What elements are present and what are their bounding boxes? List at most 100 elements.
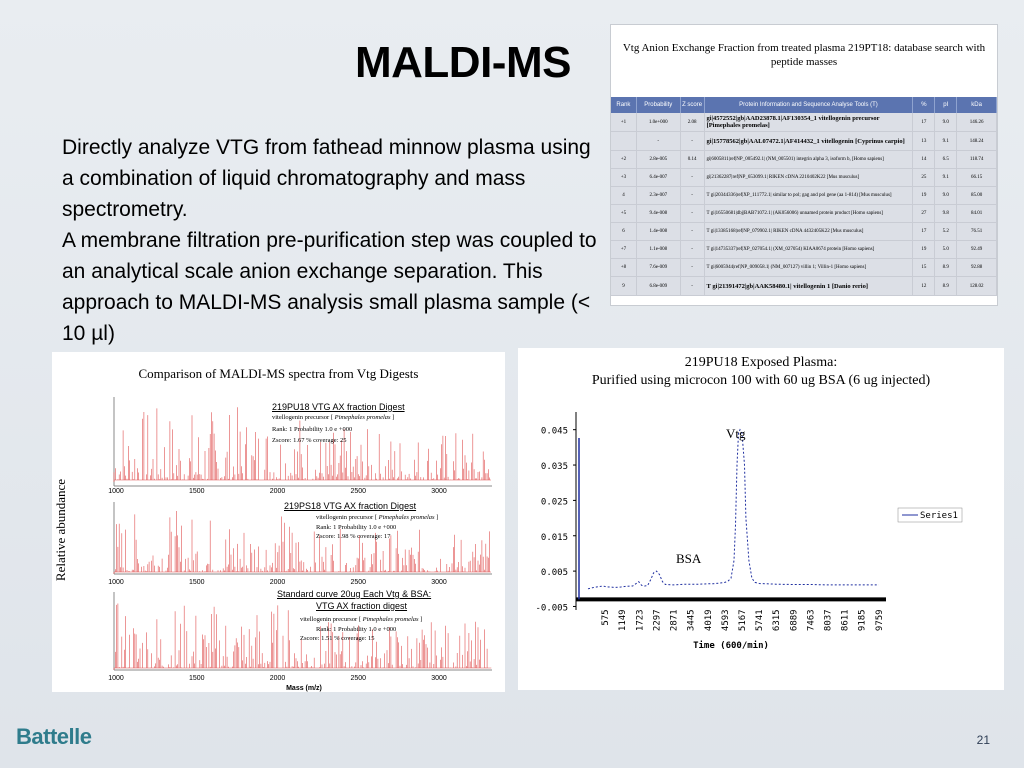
table-cell-rank: +5 <box>611 205 637 222</box>
spectrum-trace-1 <box>113 407 491 482</box>
table-header-cell[interactable]: kDa <box>957 97 998 113</box>
x-tick-label: 2871 <box>670 609 680 631</box>
panel3-line3: Zscore: 1.51 % coverage: 15 <box>300 635 375 642</box>
table-header-cell[interactable]: Protein Information and Sequence Analyse… <box>705 97 914 113</box>
table-cell-z: - <box>681 169 705 186</box>
y-tick-label: -0.005 <box>535 603 568 613</box>
table-cell-pct: 14 <box>913 151 936 168</box>
panel3-heading: Standard curve 20ug Each Vtg & BSA: <box>277 589 432 599</box>
x-tick-label: 9759 <box>875 609 885 631</box>
chromatogram-panel: 219PU18 Exposed Plasma: Purified using m… <box>518 348 1004 690</box>
x-tick-label: 6889 <box>789 609 799 631</box>
paragraph-1: Directly analyze VTG from fathead minnow… <box>62 136 591 221</box>
panel1-heading: 219PU18 VTG AX fraction Digest <box>272 402 405 412</box>
table-cell-kda: 92.88 <box>957 259 997 276</box>
panel2-line3: Zscore: 1.98 % coverage: 17 <box>316 533 391 540</box>
spectrum-tick-label: 1000 <box>108 675 124 682</box>
table-cell-protein[interactable]: gi|15778562|gb|AAL07472.1|AF414432_1 vit… <box>705 132 914 150</box>
table-cell-kda: 148.24 <box>957 132 997 150</box>
panel2-line1: vitellogenin precursor [ Pimephales prom… <box>316 514 439 521</box>
spectrum-tick-label: 1000 <box>108 579 124 586</box>
table-cell-protein[interactable]: T gi|14735337|ref|XP_027054.1| (XM_02705… <box>705 241 914 258</box>
table-cell-kda: 146.26 <box>957 113 997 131</box>
table-cell-z: - <box>681 187 705 204</box>
table-cell-pi: 5.2 <box>935 223 958 240</box>
table-header-cell[interactable]: % <box>913 97 936 113</box>
x-tick-label: 8611 <box>841 609 851 631</box>
table-cell-kda: 66.15 <box>957 169 997 186</box>
table-row: - - gi|15778562|gb|AAL07472.1|AF414432_1 v… <box>611 132 997 151</box>
paragraph-2: A membrane filtration pre-purification s… <box>62 229 597 345</box>
spectra-title: Comparison of MALDI-MS spectra from Vtg … <box>138 366 419 381</box>
spectrum-tick-label: 3000 <box>431 488 447 495</box>
table-cell-prob: 2.8e-005 <box>637 151 681 168</box>
chart-subtitle: Purified using microcon 100 with 60 ug B… <box>591 373 931 388</box>
bsa-annotation: BSA <box>676 551 702 566</box>
spectra-panel: Comparison of MALDI-MS spectra from Vtg … <box>52 352 505 692</box>
table-header-cell[interactable]: pI <box>935 97 958 113</box>
table-cell-pi: 9.0 <box>935 113 958 131</box>
table-cell-protein[interactable]: T gi|13385168|ref|NP_079902.1| RIKEN cDN… <box>705 223 914 240</box>
table-cell-protein[interactable]: T gi|20344336|ref|XP_111772.1| similar t… <box>705 187 914 204</box>
spectrum-tick-label: 2500 <box>350 488 366 495</box>
table-cell-z: - <box>681 277 705 295</box>
table-cell-z: - <box>681 205 705 222</box>
table-header-cell[interactable]: Probability <box>637 97 681 113</box>
vtg-annotation: Vtg <box>726 426 746 441</box>
table-cell-kda: 76.51 <box>957 223 997 240</box>
table-cell-protein[interactable]: T gi|21391472|gb|AAK58480.1| vitellogeni… <box>705 277 914 295</box>
table-cell-prob: 6.4e-007 <box>637 169 681 186</box>
database-search-table: Vtg Anion Exchange Fraction from treated… <box>610 24 998 306</box>
table-row: +8 7.6e-009- T gi|6005944|ref|NP_009058.1|… <box>611 259 997 277</box>
table-cell-protein[interactable]: T gi|6005944|ref|NP_009058.1| (NM_007127… <box>705 259 914 276</box>
table-cell-z: - <box>681 223 705 240</box>
legend-label: Series1 <box>920 511 958 521</box>
table-cell-protein[interactable]: gi|6005811|ref|NP_005492.1| (NM_005501) … <box>705 151 914 168</box>
spectrum-tick-label: 2500 <box>350 579 366 586</box>
y-tick-label: 0.015 <box>541 533 568 543</box>
x-tick-label: 5741 <box>755 609 765 631</box>
table-cell-pi: 9.1 <box>935 169 958 186</box>
table-cell-rank: 9 <box>611 277 637 295</box>
x-tick-label: 575 <box>601 609 611 625</box>
table-cell-kda: 128.02 <box>957 277 997 295</box>
table-cell-prob: 6.8e-009 <box>637 277 681 295</box>
table-cell-pct: 12 <box>913 277 936 295</box>
table-cell-rank: 6 <box>611 223 637 240</box>
table-row: 6 1.4e-008- T gi|13385168|ref|NP_079902.1|… <box>611 223 997 241</box>
x-tick-label: 6315 <box>772 609 782 631</box>
x-tick-label: 1149 <box>618 609 628 631</box>
page-number: 21 <box>976 733 990 747</box>
table-cell-protein[interactable]: T gi|16550681|dbj|BAB71072.1| (AK056006)… <box>705 205 914 222</box>
x-tick-label: 8037 <box>824 609 834 631</box>
table-cell-pi: 8.9 <box>935 277 958 295</box>
table-cell-protein[interactable]: gi|21362287|ref|NP_653099.1| RIKEN cDNA … <box>705 169 914 186</box>
table-row: +7 1.1e-008- T gi|14735337|ref|XP_027054.1… <box>611 241 997 259</box>
table-header-cell[interactable]: Z score <box>681 97 705 113</box>
table-cell-protein[interactable]: gi|4572552|gb|AAD23878.1|AF130354_1 vite… <box>705 113 914 131</box>
table-header-cell[interactable]: Rank <box>611 97 637 113</box>
y-tick-label: 0.005 <box>541 568 568 578</box>
table-cell-z: - <box>681 132 705 150</box>
table-cell-kda: 85.00 <box>957 187 997 204</box>
table-cell-prob: - <box>637 132 681 150</box>
x-tick-label: 1723 <box>635 609 645 631</box>
table-cell-pi: 6.5 <box>935 151 958 168</box>
x-tick-label: 7463 <box>806 609 816 631</box>
table-cell-prob: 7.6e-009 <box>637 259 681 276</box>
chromatogram-title: 219PU18 Exposed Plasma: Purified using m… <box>518 354 1004 390</box>
table-cell-pi: 9.1 <box>935 132 958 150</box>
table-cell-pct: 27 <box>913 205 936 222</box>
x-tick-label: 4593 <box>721 609 731 631</box>
table-cell-z: 2.08 <box>681 113 705 131</box>
table-cell-pct: 15 <box>913 259 936 276</box>
x-axis-label: Time (600/min) <box>693 640 769 651</box>
table-cell-kda: 118.74 <box>957 151 997 168</box>
panel1-line2: Rank: 1 Probability 1.0 e +000 <box>272 426 353 433</box>
slide-body: Directly analyze VTG from fathead minnow… <box>62 132 602 349</box>
table-cell-pct: 19 <box>913 241 936 258</box>
series-line-1 <box>587 428 879 590</box>
panel2-line2: Rank: 1 Probability 1.0 e +000 <box>316 524 397 531</box>
table-caption: Vtg Anion Exchange Fraction from treated… <box>622 42 986 68</box>
table-body: +1 1.0e+000 2.08 gi|4572552|gb|AAD23878.1|A… <box>611 113 997 296</box>
